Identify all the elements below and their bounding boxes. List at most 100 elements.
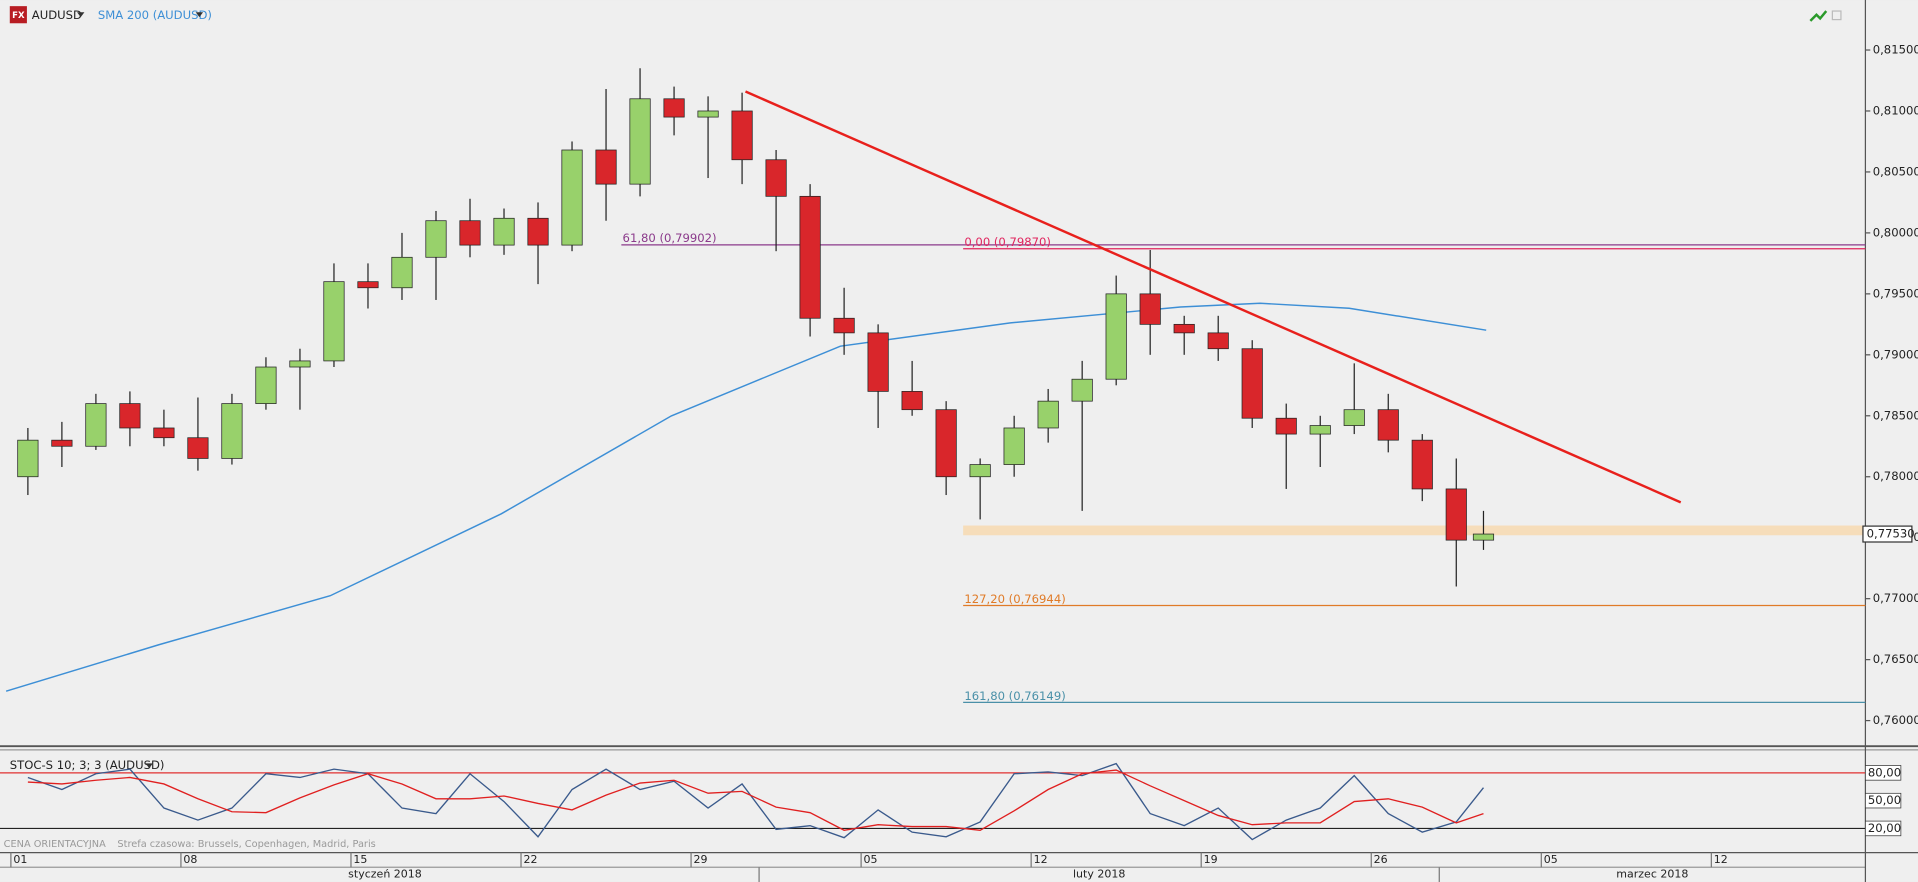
candle-body [1472,533,1495,541]
candle-body [1309,425,1331,435]
candle-body [765,159,787,197]
y-tick-label: 0,80000 [1873,225,1918,239]
candle-body [119,403,141,429]
fib-label: 127,20 (0,76944) [964,592,1065,606]
fib-label: 161,80 (0,76149) [964,689,1065,703]
candle-body [867,332,889,392]
candle-body [17,439,39,478]
candle-body [1445,488,1467,541]
dropdown-arrow[interactable] [145,763,153,769]
y-tick-label: 0,76000 [1873,713,1918,727]
month-label: marzec 2018 [1616,868,1688,881]
y-tick-label: 0,76500 [1873,652,1918,666]
candle-body [1241,348,1263,419]
candle-body [357,281,379,289]
y-tick-label: 0,80500 [1873,164,1918,178]
candle-body [663,98,685,118]
candle-body [697,110,719,118]
candle-body [187,437,209,459]
window-icon[interactable] [1831,10,1842,21]
candle-body [1207,332,1229,350]
trendline [744,90,1682,504]
x-tick-label: 08 [183,853,197,866]
symbol-selector[interactable]: AUDUSD [32,8,82,22]
fib-label: 0,00 (0,79870) [964,235,1051,249]
logo: FX [12,11,25,21]
y-tick-label: 80,00 [1868,765,1901,779]
y-tick-label: 50,00 [1868,793,1901,807]
x-tick-label: 05 [1544,853,1558,866]
candle-body [1377,409,1399,441]
candle-body [833,317,855,334]
month-label: styczeń 2018 [348,868,422,881]
candle-body [935,409,957,478]
x-tick-label: 12 [1714,853,1728,866]
candle-body [391,256,413,289]
indicator-label[interactable]: SMA 200 (AUDUSD) [98,8,212,22]
candle-body [1343,409,1365,426]
x-tick-label: 05 [864,853,878,866]
stoch-title: STOC-S 10; 3; 3 (AUDUSD) [10,758,165,772]
support-zone [963,525,1866,536]
candle-body [51,439,73,447]
x-tick-label: 19 [1204,853,1218,866]
candle-body [1037,400,1059,429]
candle-body [1139,293,1161,325]
y-tick-label: 0,78000 [1873,469,1918,483]
y-tick-label: 20,00 [1868,821,1901,835]
fib-label: 61,80 (0,79902) [623,231,717,245]
candle-body [1173,323,1195,334]
candle-body [901,391,923,411]
x-tick-label: 15 [353,853,367,866]
footer-note: CENA ORIENTACYJNA [4,839,106,850]
candle-body [425,220,447,258]
candle-body [561,149,583,246]
y-tick-label: 0,79500 [1873,286,1918,300]
dropdown-arrow[interactable] [195,12,204,18]
candle-body [1105,293,1127,380]
candle-body [1275,417,1297,435]
candle-body [493,217,515,246]
candle-body [969,464,991,478]
last-price-box [1862,525,1913,543]
candle-body [1071,378,1093,402]
candle-body [1003,427,1025,465]
candle-body [153,427,175,439]
candle-body [799,195,821,319]
sma-line [5,302,1487,692]
candle-body [595,149,617,185]
stoch-line [27,769,1484,831]
autoscale-icon[interactable] [1809,10,1828,22]
y-tick-box [1865,792,1902,809]
logo-box [9,6,27,24]
x-tick-label: 22 [523,853,537,866]
x-tick-label: 12 [1034,853,1048,866]
x-tick-label: 29 [694,853,708,866]
y-tick-label: 0,79000 [1873,347,1918,361]
last-price-label: 0,77530 [1867,527,1915,541]
candle-body [459,220,481,246]
candle-body [323,281,345,362]
candle-body [221,403,243,459]
candle-body [629,98,651,185]
y-tick-box [1865,820,1902,837]
candle-body [731,110,753,161]
y-tick-label: 0,81000 [1873,103,1918,117]
candle-body [289,360,311,368]
stoch-line [27,762,1485,841]
y-tick-label: 0,78500 [1873,408,1918,422]
candle-body [255,366,277,404]
timezone-note: Strefa czasowa: Brussels, Copenhagen, Ma… [117,839,375,850]
x-tick-label: 26 [1374,853,1388,866]
candle-body [1411,439,1433,490]
x-tick-label: 01 [13,853,27,866]
y-tick-box [1865,765,1902,781]
y-tick-label: 0,77000 [1873,591,1918,605]
y-tick-label: 0,81500 [1873,43,1918,57]
month-label: luty 2018 [1073,868,1125,881]
candle-body [85,403,107,447]
dropdown-arrow[interactable] [77,12,85,18]
